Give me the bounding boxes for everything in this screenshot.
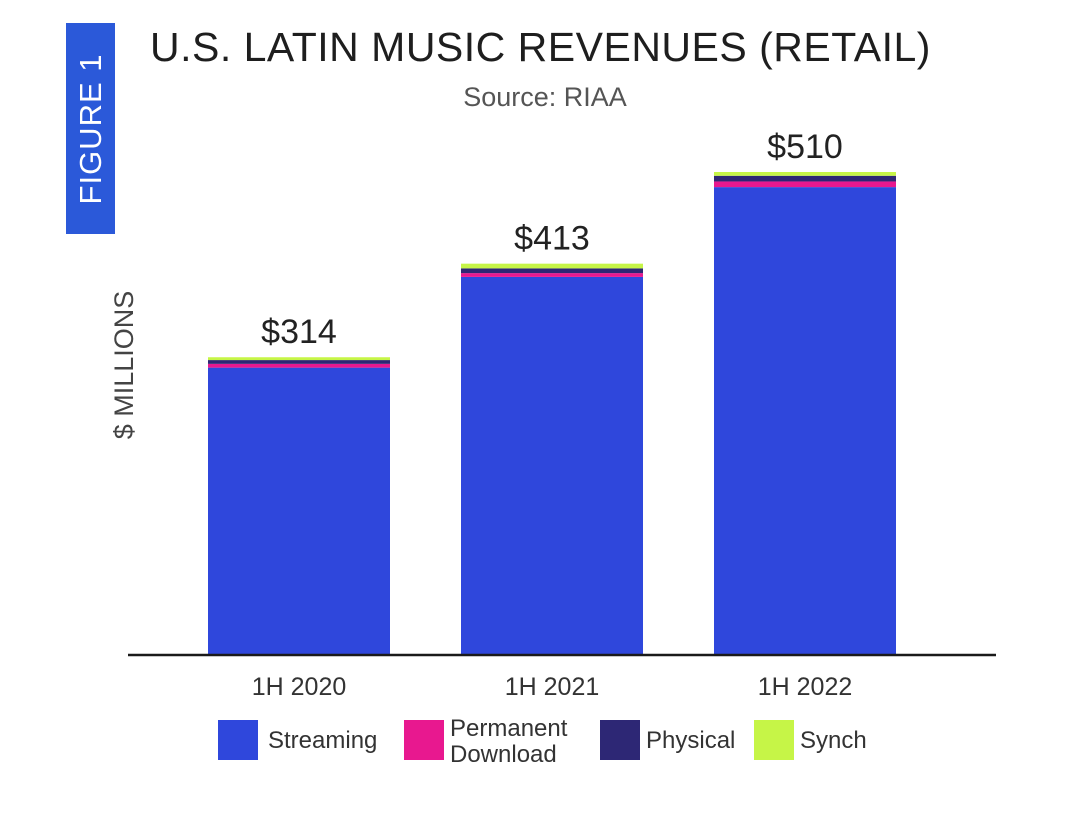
bar-physical-1: [208, 360, 390, 364]
total-label-2: $413: [514, 220, 590, 258]
legend-label-synch: Synch: [800, 727, 867, 754]
legend-label-download: Permanent Download: [450, 715, 568, 768]
legend-swatch-download: [404, 720, 444, 760]
legend-swatch-physical: [600, 720, 640, 760]
bar-streaming-2: [461, 276, 643, 654]
bar-physical-2: [461, 268, 643, 274]
bar-synch-3: [714, 172, 896, 176]
legend-label-streaming: Streaming: [268, 727, 378, 754]
x-tick-label-2: 1H 2021: [505, 673, 600, 701]
total-label-3: $510: [767, 128, 843, 166]
chart-title: U.S. LATIN MUSIC REVENUES (RETAIL): [150, 24, 931, 70]
x-tick-label-3: 1H 2022: [758, 673, 853, 701]
x-tick-label-1: 1H 2020: [252, 673, 347, 701]
legend-swatch-streaming: [218, 720, 258, 760]
chart-legend: Streaming Permanent Download Physical Sy…: [218, 716, 918, 772]
bar-synch-1: [208, 357, 390, 361]
figure-badge: FIGURE 1: [66, 23, 115, 234]
bar-streaming-3: [714, 187, 896, 654]
bar-streaming-1: [208, 367, 390, 654]
legend-label-physical: Physical: [646, 727, 736, 754]
bar-synch-2: [461, 263, 643, 269]
y-axis-label: $ MILLIONS: [109, 291, 139, 440]
total-label-1: $314: [261, 313, 337, 351]
legend-swatch-synch: [754, 720, 794, 760]
bar-physical-3: [714, 175, 896, 182]
bar-permanent-download-3: [714, 181, 896, 188]
bar-permanent-download-2: [461, 273, 643, 277]
bar-permanent-download-1: [208, 363, 390, 368]
chart-subtitle: Source: RIAA: [463, 82, 627, 112]
